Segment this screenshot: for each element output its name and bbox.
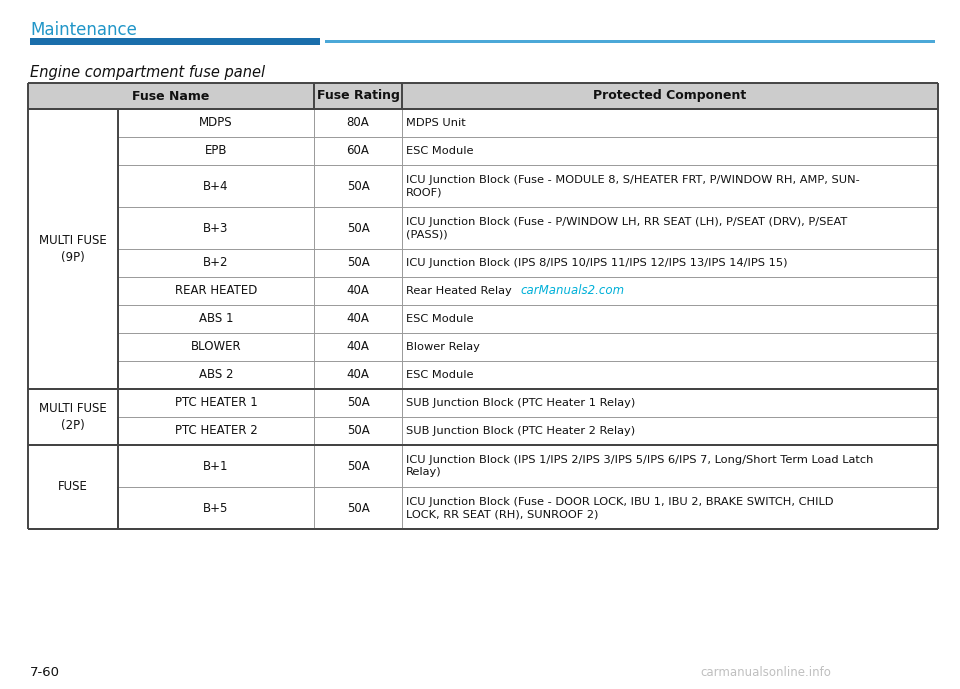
Text: ABS 2: ABS 2 [199, 369, 233, 382]
Text: ICU Junction Block (IPS 8/IPS 10/IPS 11/IPS 12/IPS 13/IPS 14/IPS 15): ICU Junction Block (IPS 8/IPS 10/IPS 11/… [406, 258, 787, 268]
Text: ABS 1: ABS 1 [199, 313, 233, 325]
Text: 50A: 50A [347, 256, 370, 269]
Text: 40A: 40A [347, 313, 370, 325]
Text: PTC HEATER 1: PTC HEATER 1 [175, 396, 257, 409]
Text: ICU Junction Block (Fuse - P/WINDOW LH, RR SEAT (LH), P/SEAT (DRV), P/SEAT
(PASS: ICU Junction Block (Fuse - P/WINDOW LH, … [406, 217, 848, 239]
Text: 50A: 50A [347, 502, 370, 515]
Text: 80A: 80A [347, 116, 370, 130]
Text: B+2: B+2 [204, 256, 228, 269]
Text: 40A: 40A [347, 285, 370, 298]
Bar [325, 40, 935, 43]
Text: Blower Relay: Blower Relay [406, 342, 480, 352]
Text: MDPS: MDPS [199, 116, 233, 130]
Text: B+5: B+5 [204, 502, 228, 515]
Text: carmanualsonline.info: carmanualsonline.info [700, 666, 830, 679]
Text: Fuse Rating: Fuse Rating [317, 90, 399, 103]
Text: Rear Heated Relay: Rear Heated Relay [406, 286, 512, 296]
Text: 50A: 50A [347, 424, 370, 438]
Text: 40A: 40A [347, 369, 370, 382]
Text: Engine compartment fuse panel: Engine compartment fuse panel [30, 65, 265, 79]
Text: ESC Module: ESC Module [406, 370, 473, 380]
Text: Maintenance: Maintenance [30, 21, 137, 39]
Text: PTC HEATER 2: PTC HEATER 2 [175, 424, 257, 438]
Text: ICU Junction Block (Fuse - DOOR LOCK, IBU 1, IBU 2, BRAKE SWITCH, CHILD
LOCK, RR: ICU Junction Block (Fuse - DOOR LOCK, IB… [406, 497, 833, 520]
Bar [28, 83, 938, 109]
Text: B+4: B+4 [204, 180, 228, 192]
Text: SUB Junction Block (PTC Heater 2 Relay): SUB Junction Block (PTC Heater 2 Relay) [406, 426, 636, 436]
Text: MULTI FUSE
(9P): MULTI FUSE (9P) [39, 234, 107, 264]
Text: 50A: 50A [347, 396, 370, 409]
Text: Fuse Name: Fuse Name [132, 90, 209, 103]
Text: ESC Module: ESC Module [406, 314, 473, 324]
Text: ESC Module: ESC Module [406, 146, 473, 156]
Text: 50A: 50A [347, 180, 370, 192]
Text: 50A: 50A [347, 460, 370, 473]
Text: SUB Junction Block (PTC Heater 1 Relay): SUB Junction Block (PTC Heater 1 Relay) [406, 398, 636, 408]
Text: MDPS Unit: MDPS Unit [406, 118, 466, 128]
Text: REAR HEATED: REAR HEATED [175, 285, 257, 298]
Text: 40A: 40A [347, 340, 370, 353]
Text: ICU Junction Block (IPS 1/IPS 2/IPS 3/IPS 5/IPS 6/IPS 7, Long/Short Term Load La: ICU Junction Block (IPS 1/IPS 2/IPS 3/IP… [406, 455, 874, 477]
Text: 50A: 50A [347, 221, 370, 234]
Text: MULTI FUSE
(2P): MULTI FUSE (2P) [39, 402, 107, 432]
Text: B+1: B+1 [204, 460, 228, 473]
Bar [30, 38, 320, 45]
Text: 60A: 60A [347, 145, 370, 158]
Text: ICU Junction Block (Fuse - MODULE 8, S/HEATER FRT, P/WINDOW RH, AMP, SUN-
ROOF): ICU Junction Block (Fuse - MODULE 8, S/H… [406, 175, 860, 197]
Text: EPB: EPB [204, 145, 228, 158]
Text: B+3: B+3 [204, 221, 228, 234]
Text: 7-60: 7-60 [30, 666, 60, 679]
Text: FUSE: FUSE [58, 480, 88, 493]
Text: Protected Component: Protected Component [593, 90, 747, 103]
Text: BLOWER: BLOWER [191, 340, 241, 353]
Text: carManuals2.com: carManuals2.com [520, 285, 624, 298]
